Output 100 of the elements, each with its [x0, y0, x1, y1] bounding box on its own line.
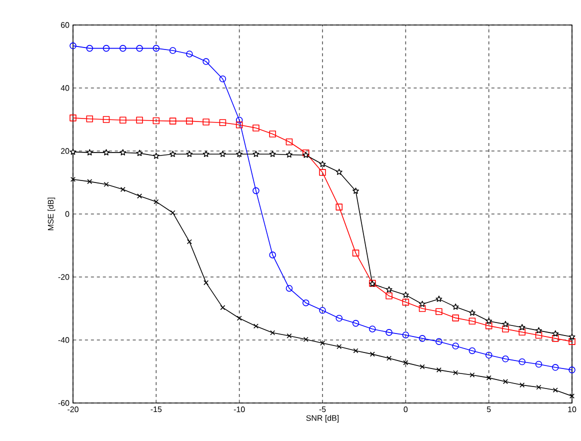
- point: [70, 114, 76, 122]
- point: [552, 335, 559, 342]
- point: [386, 286, 392, 292]
- point: [202, 150, 210, 157]
- point: [286, 151, 292, 158]
- point: [353, 348, 358, 354]
- point: [453, 370, 458, 376]
- point: [169, 47, 176, 54]
- point: [452, 304, 459, 310]
- point: [154, 199, 159, 204]
- point: [436, 367, 442, 372]
- point: [336, 344, 342, 350]
- point: [152, 152, 160, 159]
- point: [535, 360, 542, 368]
- point: [186, 239, 192, 244]
- point: [86, 44, 94, 52]
- point: [552, 330, 559, 337]
- point: [486, 318, 492, 324]
- point: [269, 252, 276, 258]
- point: [202, 118, 210, 126]
- point: [485, 322, 492, 330]
- point: [137, 194, 142, 199]
- point: [386, 356, 392, 361]
- point: [436, 296, 442, 302]
- point: [402, 298, 410, 306]
- point: [419, 300, 426, 307]
- point: [120, 116, 126, 124]
- point: [219, 150, 226, 157]
- point: [418, 335, 426, 342]
- point: [103, 149, 110, 156]
- point: [236, 116, 243, 124]
- point: [204, 280, 209, 286]
- point: [336, 314, 343, 322]
- point: [186, 150, 193, 157]
- point: [569, 394, 575, 399]
- point: [269, 130, 276, 138]
- point: [319, 307, 326, 314]
- point: [286, 138, 293, 146]
- point: [468, 318, 476, 324]
- point: [87, 179, 92, 184]
- point: [286, 333, 292, 338]
- point: [303, 336, 308, 342]
- point: [136, 44, 143, 52]
- point: [236, 316, 242, 321]
- point: [102, 116, 110, 123]
- point: [352, 250, 360, 256]
- point: [536, 384, 542, 390]
- point: [520, 382, 525, 388]
- point: [252, 124, 260, 132]
- point: [402, 292, 409, 298]
- point: [169, 118, 176, 124]
- point: [518, 324, 526, 330]
- point: [336, 168, 342, 175]
- point: [252, 187, 260, 194]
- point: [386, 329, 392, 336]
- point: [568, 333, 576, 340]
- point: [136, 116, 143, 124]
- point: [386, 292, 392, 300]
- point: [502, 356, 509, 362]
- point: [468, 347, 476, 354]
- point: [252, 150, 260, 157]
- point: [136, 150, 143, 156]
- point: [186, 50, 193, 58]
- point: [352, 188, 360, 194]
- point: [120, 44, 126, 52]
- point: [518, 358, 526, 366]
- point: [485, 352, 492, 359]
- point: [518, 328, 526, 336]
- point: [536, 327, 542, 334]
- point: [436, 308, 442, 316]
- point: [236, 150, 243, 157]
- point: [170, 210, 176, 216]
- point: [220, 305, 226, 310]
- point: [202, 58, 210, 65]
- point: [535, 332, 542, 339]
- point: [152, 44, 160, 52]
- point: [70, 176, 76, 182]
- point: [568, 338, 576, 345]
- point: [104, 182, 109, 187]
- point: [370, 352, 375, 357]
- point: [70, 42, 76, 50]
- point: [452, 342, 459, 350]
- point: [170, 150, 176, 157]
- point: [502, 320, 509, 328]
- point: [86, 115, 94, 122]
- point: [568, 366, 576, 374]
- point: [286, 284, 293, 292]
- point: [186, 118, 193, 124]
- point: [120, 149, 126, 156]
- point: [336, 204, 343, 210]
- point: [470, 372, 475, 378]
- point: [436, 338, 442, 345]
- point: [86, 149, 93, 156]
- point: [403, 360, 408, 366]
- point: [418, 305, 426, 312]
- point: [369, 326, 376, 332]
- point: [219, 119, 226, 126]
- point: [502, 326, 509, 332]
- point: [468, 310, 476, 316]
- point: [236, 121, 243, 128]
